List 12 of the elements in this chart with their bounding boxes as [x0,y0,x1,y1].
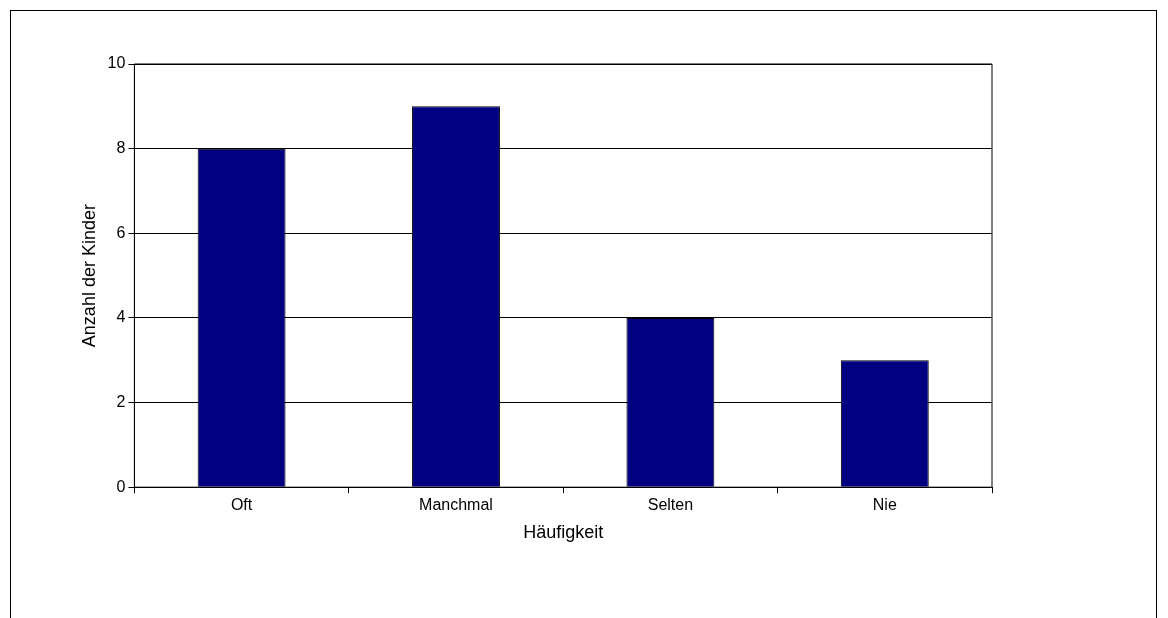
x-tick-label: Manchmal [419,496,493,514]
x-axis-title: Häufigkeit [523,522,604,543]
y-tick-label: 4 [116,308,126,326]
y-tick-label: 0 [116,477,126,495]
y-tick-label: 10 [107,54,126,72]
x-tick-label: Oft [230,496,253,514]
y-tick-label: 8 [116,139,126,157]
x-tick-label: Selten [647,496,694,514]
y-axis-title: Anzahl der Kinder [78,204,99,348]
y-tick-label: 2 [116,392,126,410]
x-tick-label: Nie [872,496,897,514]
y-tick-label: 6 [116,223,126,241]
